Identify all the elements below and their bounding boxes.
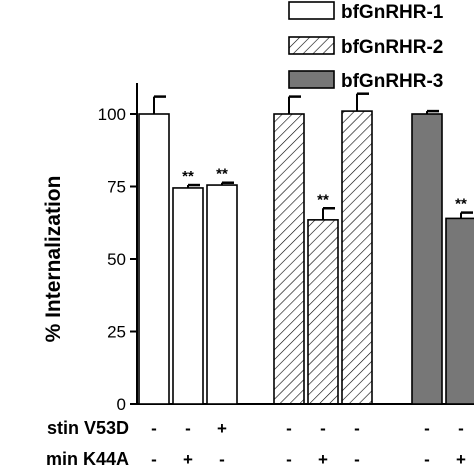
condition-table: stin V53D - - + - - - - - min K44A - + - - + - - + [46,418,466,469]
legend-swatch [288,36,335,55]
condition-sign: + [456,450,466,469]
bar [206,184,238,405]
legend-swatch [288,1,335,20]
bar [307,219,339,405]
condition-sign: - [151,419,157,438]
condition-sign: - [151,450,157,469]
bar [138,113,170,405]
condition-sign: - [320,419,326,438]
condition-sign: - [286,419,292,438]
bar [341,110,373,405]
y-tick-label: 50 [107,250,126,269]
legend: bfGnRHR-1 bfGnRHR-2 bfGnRHR-3 [288,1,444,92]
y-tick-label: 75 [107,178,126,197]
significance-label: ** [455,196,467,213]
significance-label: ** [182,168,194,185]
legend-label: bfGnRHR-1 [341,2,444,23]
y-axis-title: % Internalization [42,176,65,343]
legend-label: bfGnRHR-2 [341,37,443,58]
condition-sign: - [286,450,292,469]
condition-sign: - [219,450,225,469]
significance-label: ** [317,191,329,208]
condition-sign: - [354,419,360,438]
condition-sign: + [183,450,193,469]
y-axis: 0 25 50 75 100 % Internalization [42,83,474,414]
bar [445,217,474,405]
legend-label: bfGnRHR-3 [341,71,443,92]
y-tick-label: 100 [98,105,126,124]
bars: ** ** ** ** [138,92,474,405]
y-tick-label: 25 [107,323,126,342]
legend-swatch [288,70,335,89]
condition-label: min K44A [46,449,129,469]
condition-sign: + [217,419,227,438]
condition-label: stin V53D [47,418,129,438]
condition-sign: + [318,450,328,469]
condition-sign: - [424,419,430,438]
condition-sign: - [424,450,430,469]
condition-sign: - [354,450,360,469]
condition-sign: - [185,419,191,438]
significance-label: ** [216,166,228,183]
bar [273,113,305,405]
y-tick-label: 0 [117,395,126,414]
bar [172,187,204,405]
condition-sign: - [458,419,464,438]
bar [411,113,443,405]
